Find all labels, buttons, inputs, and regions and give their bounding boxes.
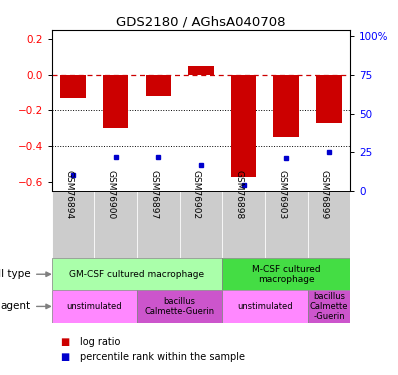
Text: bacillus
Calmette-Guerin: bacillus Calmette-Guerin	[144, 297, 215, 316]
Bar	[137, 290, 222, 322]
Bar	[222, 258, 350, 290]
Bar	[273, 75, 299, 137]
Bar	[308, 191, 350, 258]
Text: GSM76902: GSM76902	[192, 170, 201, 219]
Bar	[103, 75, 129, 128]
Text: M-CSF cultured
macrophage: M-CSF cultured macrophage	[252, 264, 320, 284]
Bar	[222, 191, 265, 258]
Text: percentile rank within the sample: percentile rank within the sample	[80, 352, 245, 362]
Text: unstimulated: unstimulated	[66, 302, 122, 311]
Text: GSM76899: GSM76899	[320, 170, 329, 219]
Bar	[52, 290, 137, 322]
Text: GSM76898: GSM76898	[235, 170, 244, 219]
Text: unstimulated: unstimulated	[237, 302, 293, 311]
Text: agent: agent	[0, 302, 30, 311]
Text: cell type: cell type	[0, 269, 30, 279]
Text: bacillus
Calmette
-Guerin: bacillus Calmette -Guerin	[310, 291, 348, 321]
Bar	[94, 191, 137, 258]
Text: ■: ■	[60, 352, 69, 362]
Text: GSM76894: GSM76894	[64, 170, 73, 219]
Text: GM-CSF cultured macrophage: GM-CSF cultured macrophage	[70, 270, 205, 279]
Bar	[265, 191, 308, 258]
Text: GSM76900: GSM76900	[107, 170, 116, 219]
Bar	[52, 258, 222, 290]
Text: GSM76903: GSM76903	[277, 170, 286, 219]
Text: log ratio: log ratio	[80, 337, 120, 347]
Text: ■: ■	[60, 337, 69, 347]
Bar	[188, 66, 214, 75]
Title: GDS2180 / AGhsA040708: GDS2180 / AGhsA040708	[116, 16, 286, 29]
Text: GSM76897: GSM76897	[149, 170, 158, 219]
Bar	[60, 75, 86, 98]
Bar	[316, 75, 342, 123]
Bar	[137, 191, 179, 258]
Bar	[179, 191, 222, 258]
Bar	[52, 191, 94, 258]
Bar	[146, 75, 171, 96]
Bar	[308, 290, 350, 322]
Bar	[222, 290, 308, 322]
Bar	[231, 75, 256, 177]
